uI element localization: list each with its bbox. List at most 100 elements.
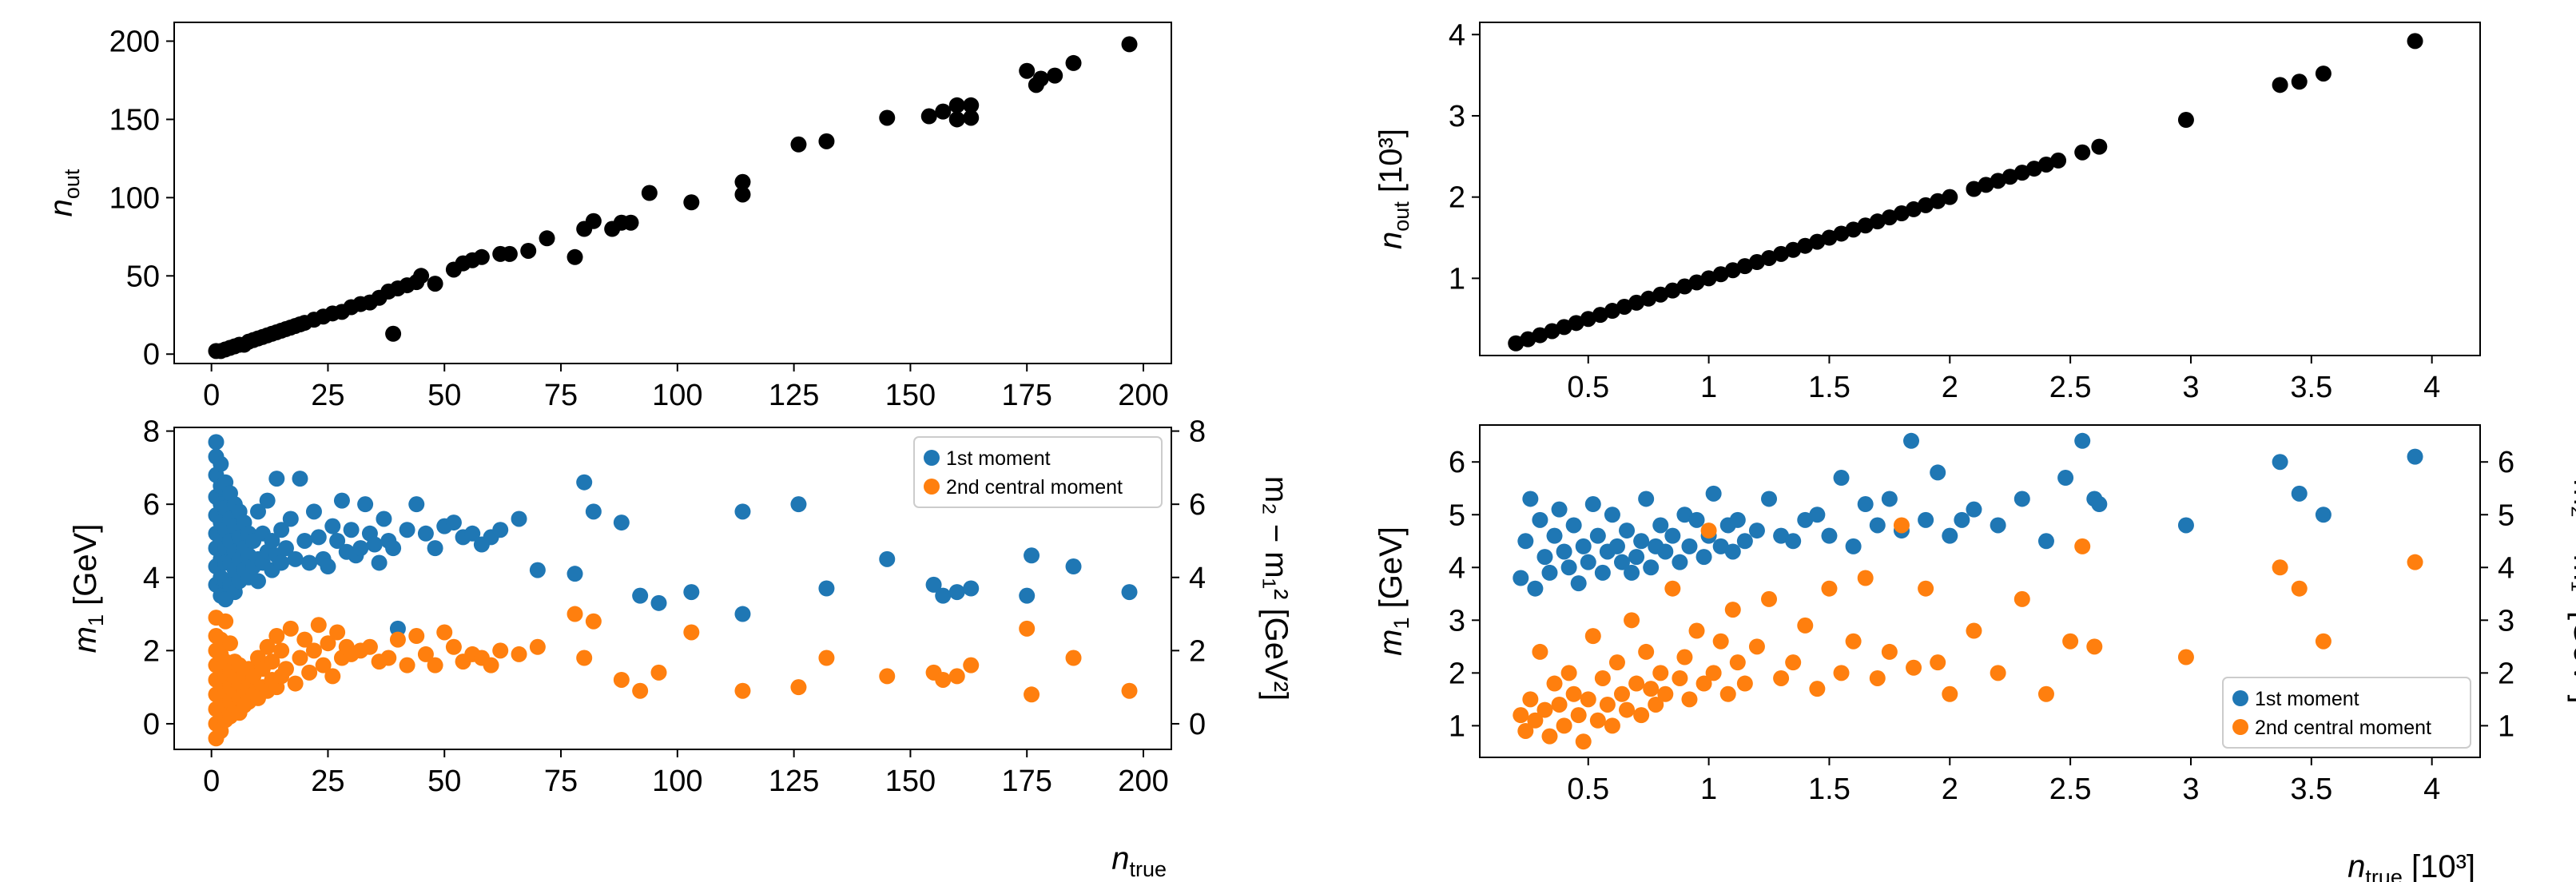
- x-tick-label: 175: [1002, 765, 1052, 798]
- data-point-2-2-78: [417, 646, 434, 662]
- data-point-4-2-9: [1551, 696, 1568, 713]
- data-point-1-1-43: [539, 230, 555, 247]
- data-point-1-1-58: [935, 103, 952, 120]
- data-point-2-2-89: [566, 606, 583, 622]
- data-point-1-1-50: [641, 185, 658, 201]
- data-point-4-1-45: [1748, 522, 1765, 539]
- x-tick-label: 0: [203, 765, 220, 798]
- data-point-3-1-49: [2272, 77, 2288, 93]
- data-point-2-2-58: [287, 675, 304, 692]
- legend-label: 1st moment: [2255, 688, 2359, 710]
- data-point-4-1-16: [1584, 496, 1601, 513]
- data-point-4-1-4: [1527, 580, 1544, 597]
- data-point-2-1-99: [576, 474, 593, 491]
- data-point-2-1-95: [492, 522, 509, 538]
- data-point-2-1-116: [1065, 558, 1082, 575]
- data-point-2-2-61: [301, 664, 318, 681]
- data-point-4-1-10: [1556, 543, 1572, 560]
- x-tick-label: 4: [2423, 773, 2440, 806]
- data-point-2-2-60: [296, 631, 313, 648]
- data-point-4-2-56: [1881, 643, 1898, 660]
- data-point-4-1-1: [1513, 570, 1529, 586]
- data-point-3-1-37: [1942, 189, 1958, 205]
- data-point-4-2-47: [1773, 669, 1790, 686]
- x-tick-label: 200: [1118, 765, 1168, 798]
- data-point-4-1-35: [1681, 538, 1698, 554]
- x-tick-label: 25: [311, 765, 344, 798]
- data-point-4-2-19: [1599, 696, 1616, 713]
- data-point-4-2-46: [1761, 590, 1778, 607]
- data-point-4-2-54: [1857, 570, 1874, 586]
- data-point-4-2-48: [1785, 654, 1802, 671]
- x-tick-label: 1: [1700, 371, 1717, 404]
- x-tick-label: 1: [1700, 773, 1717, 806]
- data-point-4-1-47: [1773, 527, 1790, 544]
- data-point-4-1-58: [1903, 432, 1920, 449]
- data-point-3-1-29: [1845, 221, 1862, 238]
- data-point-2-1-76: [352, 540, 369, 557]
- data-point-4-1-11: [1560, 559, 1577, 576]
- data-point-2-2-67: [329, 624, 346, 641]
- data-point-4-2-8: [1546, 675, 1563, 692]
- data-point-4-1-26: [1633, 533, 1650, 550]
- data-point-4-2-45: [1748, 638, 1765, 655]
- y-tick-label: 6: [1449, 446, 1465, 479]
- data-point-3-1-33: [1893, 205, 1910, 222]
- data-point-4-2-32: [1664, 580, 1681, 597]
- data-point-2-2-53: [268, 628, 285, 645]
- data-point-4-1-51: [1821, 527, 1838, 544]
- data-point-3-1-50: [2291, 74, 2308, 90]
- data-point-2-2-57: [282, 620, 299, 637]
- data-point-2-2-80: [436, 624, 453, 641]
- data-point-3-1-21: [1748, 254, 1765, 271]
- data-point-3-1-23: [1773, 245, 1790, 262]
- x-tick-label: 100: [652, 379, 702, 412]
- x-tick-label: 75: [544, 765, 578, 798]
- data-point-2-1-56: [268, 471, 285, 487]
- y-axis-label: nout: [44, 169, 84, 217]
- legend-marker: [924, 479, 940, 495]
- x-tick-label: 2: [1942, 773, 1958, 806]
- y-tick-label: 0: [143, 708, 160, 741]
- data-point-2-2-103: [963, 657, 980, 673]
- data-point-2-2-96: [734, 682, 751, 699]
- x-axis-label: ntrue [10³]: [2347, 849, 2475, 882]
- y2-axis-label: m₂ − m₁² [GeV²]: [2567, 479, 2576, 703]
- data-point-2-1-112: [948, 584, 965, 601]
- data-point-3-1-25: [1797, 237, 1814, 254]
- x-tick-label: 2.5: [2049, 371, 2092, 404]
- data-point-4-2-7: [1541, 728, 1558, 745]
- data-point-4-1-65: [2013, 491, 2030, 507]
- data-point-4-2-58: [1906, 659, 1922, 676]
- data-point-4-2-17: [1589, 712, 1606, 729]
- y-tick-label: 1: [1449, 262, 1465, 296]
- data-point-4-1-61: [1942, 527, 1958, 544]
- data-point-3-1-12: [1640, 290, 1657, 307]
- y-tick-label: 4: [1449, 551, 1465, 585]
- data-point-2-2-91: [585, 613, 602, 630]
- data-point-2-2-101: [935, 671, 952, 688]
- data-point-4-2-44: [1736, 675, 1753, 692]
- data-point-2-1-111: [935, 587, 952, 604]
- data-point-2-2-62: [305, 642, 322, 659]
- data-point-4-2-5: [1532, 643, 1548, 660]
- data-point-3-1-32: [1881, 209, 1898, 226]
- data-point-1-1-67: [1065, 54, 1082, 71]
- data-point-4-2-18: [1594, 669, 1611, 686]
- data-point-2-1-72: [333, 492, 350, 509]
- data-point-2-2-92: [613, 671, 630, 688]
- data-point-2-2-106: [1065, 650, 1082, 666]
- data-point-2-1-52: [259, 492, 276, 509]
- data-point-4-2-20: [1604, 717, 1620, 734]
- x-tick-label: 50: [427, 765, 461, 798]
- data-point-4-1-46: [1761, 491, 1778, 507]
- data-point-4-2-4: [1527, 712, 1544, 729]
- data-point-4-2-10: [1556, 717, 1572, 734]
- data-point-4-1-25: [1628, 549, 1645, 566]
- data-point-2-2-74: [380, 650, 397, 666]
- x-tick-label: 75: [544, 379, 578, 412]
- data-point-3-1-2: [1520, 331, 1536, 348]
- data-point-3-1-41: [2002, 169, 2018, 185]
- data-point-4-1-39: [1705, 485, 1722, 502]
- data-point-2-1-59: [273, 554, 290, 571]
